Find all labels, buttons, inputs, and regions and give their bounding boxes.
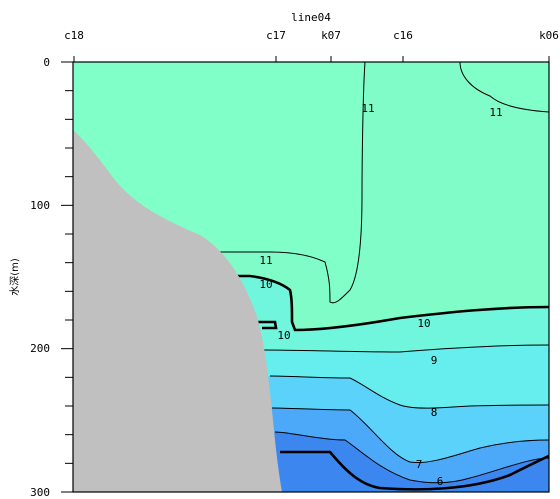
contour-label-10-b: 10	[277, 329, 290, 342]
contour-label-11-c: 11	[259, 254, 272, 267]
y-axis-ticks	[61, 62, 73, 492]
y-tick-label-200: 200	[30, 342, 50, 355]
y-axis-label: 水深(m)	[9, 258, 21, 296]
station-ticks	[74, 56, 549, 62]
contour-label-8: 8	[431, 406, 438, 419]
chart-title: line04	[291, 11, 331, 24]
station-label-c18: c18	[64, 29, 84, 42]
contour-label-10-a: 10	[259, 278, 272, 291]
contour-label-9: 9	[431, 354, 438, 367]
contour-label-11-a: 11	[361, 102, 374, 115]
y-tick-label-0: 0	[43, 56, 50, 69]
contour-label-11-b: 11	[489, 106, 502, 119]
y-tick-label-300: 300	[30, 486, 50, 499]
station-label-c17: c17	[266, 29, 286, 42]
y-tick-label-100: 100	[30, 199, 50, 212]
contour-label-7: 7	[416, 458, 423, 471]
plot-area	[73, 62, 549, 492]
station-label-k06: k06	[539, 29, 559, 42]
contour-label-10-c: 10	[417, 317, 430, 330]
station-label-k07: k07	[321, 29, 341, 42]
station-label-c16: c16	[393, 29, 413, 42]
contour-label-6: 6	[437, 475, 444, 488]
